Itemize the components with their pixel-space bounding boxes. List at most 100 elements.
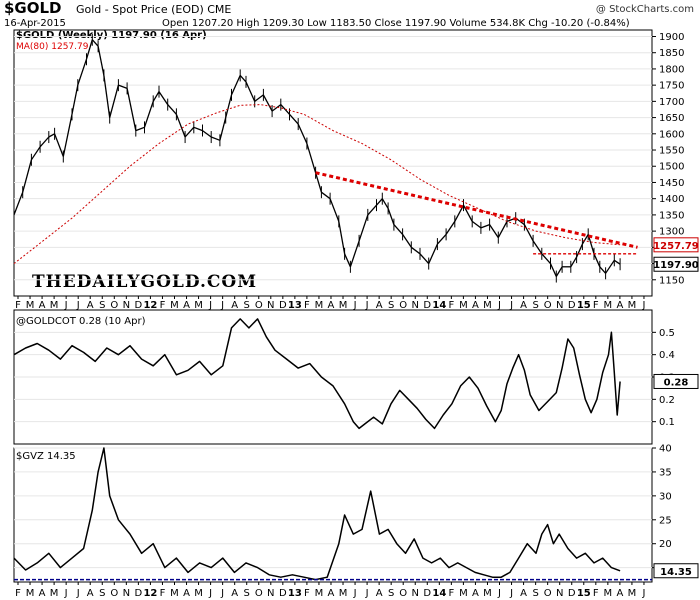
gvz-x-tick-label: F <box>304 588 310 599</box>
gvz-x-tick-label: M <box>459 588 468 599</box>
price-bar-segment <box>321 191 331 200</box>
price-bar-segment <box>245 81 256 102</box>
gvz-x-tick-label: O <box>110 588 118 599</box>
price-x-tick-label: A <box>231 300 238 311</box>
price-bar-segment <box>462 204 473 222</box>
ma-last-tag: 1257.79 <box>653 237 699 253</box>
price-x-tick-label: O <box>544 300 552 311</box>
gvz-tick-label: 35 <box>659 467 672 478</box>
price-x-tick-label: A <box>328 300 335 311</box>
price-tick-label: 1800 <box>659 64 684 75</box>
price-bar-segment <box>489 224 499 238</box>
gvz-x-tick-label: A <box>39 588 46 599</box>
price-tick-label: 1300 <box>659 227 684 238</box>
price-x-tick-label: M <box>628 300 637 311</box>
price-tick-label: 1350 <box>659 210 684 221</box>
gvz-x-tick-label: O <box>255 588 263 599</box>
price-x-tick-label: S <box>99 300 105 311</box>
gvz-last-tag: 14.35 <box>653 563 699 579</box>
price-bar-segment <box>581 234 589 245</box>
price-bar-segment <box>393 224 404 235</box>
gvz-x-tick-label: M <box>339 588 348 599</box>
price-x-tick-label: J <box>353 300 357 311</box>
price-last-tag: 1197.90 <box>653 256 699 272</box>
gvz-x-tick-label: M <box>170 588 179 599</box>
gvz-last-tag-text: 14.35 <box>660 567 692 578</box>
gvz-x-tick-label: F <box>448 588 454 599</box>
gvz-x-tick-label: A <box>231 588 238 599</box>
gvz-x-tick-label: F <box>15 588 21 599</box>
gvz-legend: $GVZ 14.35 <box>16 451 76 462</box>
price-bar-segment <box>314 172 323 193</box>
price-x-tick-label: F <box>593 300 599 311</box>
price-bar-segment <box>344 253 351 268</box>
price-x-tick-label: S <box>388 300 394 311</box>
price-x-tick-label: N <box>556 300 563 311</box>
price-x-tick-label: D <box>279 300 287 311</box>
gvz-x-tick-label: 12 <box>143 588 157 599</box>
gvz-x-tick-label: S <box>388 588 394 599</box>
price-x-tick-label: A <box>87 300 94 311</box>
price-bar-segment <box>358 214 369 242</box>
price-bar-segment <box>85 39 93 60</box>
price-bar-segment <box>13 191 24 216</box>
price-bar-segment <box>428 243 438 264</box>
price-x-tick-label: A <box>183 300 190 311</box>
price-x-tick-label: 12 <box>143 300 157 311</box>
price-bar-segment <box>97 46 105 76</box>
price-bar-segment <box>53 133 64 157</box>
ma-last-tag-text: 1257.79 <box>653 241 699 252</box>
gvz-x-tick-label: N <box>123 588 130 599</box>
price-x-tick-label: M <box>50 300 59 311</box>
price-x-tick-label: A <box>39 300 46 311</box>
price-x-tick-label: M <box>604 300 613 311</box>
price-x-tick-label: A <box>520 300 527 311</box>
price-x-tick-label: F <box>15 300 21 311</box>
gvz-x-tick-label: F <box>593 588 599 599</box>
gvz-x-tick-label: M <box>315 588 324 599</box>
gvz-tick-label: 30 <box>659 491 672 502</box>
price-bar-segment <box>126 88 137 131</box>
gvz-x-tick-label: A <box>183 588 190 599</box>
stockcharts-credit[interactable]: @ StockCharts.com <box>595 4 694 15</box>
gvz-x-tick-label: S <box>244 588 250 599</box>
price-bar-segment <box>576 243 583 258</box>
price-bar-segment <box>387 208 395 225</box>
price-tick-label: 1150 <box>659 275 684 286</box>
price-x-tick-label: O <box>399 300 407 311</box>
price-x-tick-label: 13 <box>288 300 302 311</box>
gvz-tick-label: 40 <box>659 444 672 455</box>
price-bar-segment <box>91 39 99 47</box>
gvz-x-tick-label: J <box>365 588 369 599</box>
price-bar-segment <box>184 126 195 138</box>
price-bar-segment <box>445 221 456 235</box>
gvz-x-tick-label: A <box>376 588 383 599</box>
price-x-tick-label: M <box>26 300 35 311</box>
price-tick-label: 1450 <box>659 178 684 189</box>
price-bar-segment <box>48 133 55 138</box>
gvz-x-tick-label: M <box>628 588 637 599</box>
price-tick-label: 1750 <box>659 81 684 92</box>
price-bar-segment <box>523 224 534 242</box>
price-x-tick-label: A <box>472 300 479 311</box>
gvz-x-tick-label: D <box>568 588 576 599</box>
price-bar-segment <box>497 221 508 238</box>
price-tick-label: 1650 <box>659 113 684 124</box>
gvz-x-tick-label: J <box>220 588 224 599</box>
goldcot-last-tag-text: 0.28 <box>664 377 689 388</box>
resistance-trendline <box>315 171 638 249</box>
price-x-tick-label: S <box>244 300 250 311</box>
price-tick-label: 1850 <box>659 48 684 59</box>
goldcot-last-tag: 0.28 <box>653 373 699 389</box>
goldcot-tick-label: 0.4 <box>659 350 675 361</box>
price-bar-segment <box>225 94 233 118</box>
price-bar-segment <box>338 221 346 254</box>
goldcot-tick-label: 0.1 <box>659 417 675 428</box>
price-bar-segment <box>109 84 120 118</box>
price-bar-segment <box>71 84 79 115</box>
price-bar-segment <box>262 94 273 112</box>
price-bar-segment <box>605 259 615 274</box>
gvz-x-tick-label: N <box>556 588 563 599</box>
price-x-tick-label: F <box>304 300 310 311</box>
price-bar-segment <box>62 114 73 157</box>
